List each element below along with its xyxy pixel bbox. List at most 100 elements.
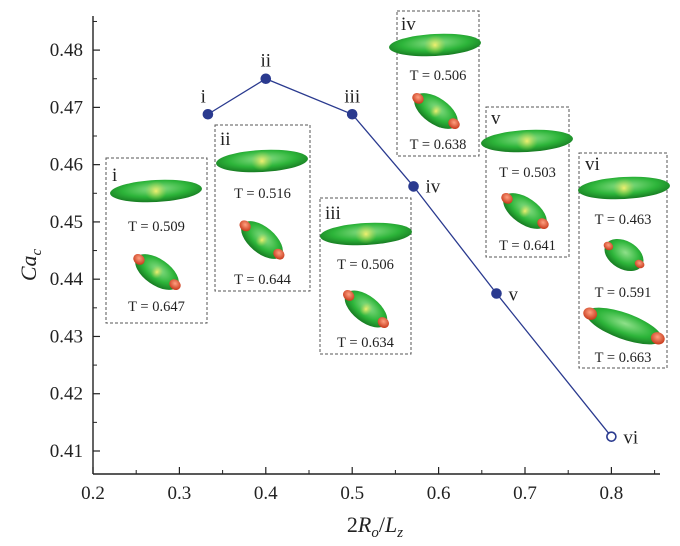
droplet: [320, 222, 412, 246]
droplet-tip: [343, 290, 355, 301]
data-point: [202, 108, 214, 120]
inset-t-value: T = 0.644: [234, 272, 291, 288]
inset-t-value: T = 0.663: [595, 350, 652, 366]
point-label: v: [508, 285, 518, 306]
droplet-body: [586, 307, 662, 345]
droplet-tip: [377, 317, 389, 328]
droplet: [110, 179, 202, 203]
inset-i: i T = 0.509 T = 0.647: [105, 157, 208, 324]
droplet-tip: [169, 279, 181, 290]
y-tick-label: 0.43: [50, 326, 83, 347]
point-label: vi: [623, 428, 638, 449]
droplet: [583, 307, 665, 345]
inset-label: v: [491, 108, 501, 129]
inset-t-value: T = 0.509: [128, 219, 185, 235]
inset-t-value: T = 0.506: [410, 68, 467, 84]
x-tick-label: 0.4: [254, 483, 278, 504]
inset-t-value: T = 0.641: [499, 238, 556, 254]
droplet: [239, 220, 285, 260]
x-tick-label: 0.7: [513, 483, 537, 504]
droplet-core: [150, 265, 164, 279]
inset-ii: ii T = 0.516 T = 0.644: [214, 124, 311, 292]
droplet-core: [355, 223, 377, 245]
inset-box: [485, 106, 570, 258]
y-tick-label: 0.47: [50, 97, 83, 118]
droplet-tip: [583, 307, 598, 320]
point-label: iv: [426, 176, 441, 197]
droplet-core: [251, 150, 273, 172]
droplet-tip: [501, 193, 513, 204]
inset-t-value: T = 0.591: [595, 285, 652, 301]
droplet: [481, 129, 573, 153]
droplet-tip: [603, 241, 614, 251]
droplet-body: [604, 238, 644, 272]
droplet: [133, 254, 181, 290]
droplet: [578, 176, 670, 200]
inset-iii: iii T = 0.506 T = 0.634: [319, 197, 412, 355]
inset-t-value: T = 0.647: [128, 299, 185, 315]
y-tick-label: 0.45: [50, 212, 83, 233]
inset-t-value: T = 0.463: [595, 212, 652, 228]
inset-label: ii: [220, 129, 231, 150]
droplet: [412, 93, 460, 129]
axes: 0.2 0.3 0.4 0.5 0.6 0.7 0.8 0.41 0.42 0.43 0.44 0.4…: [50, 16, 660, 504]
droplet-tip: [239, 220, 251, 232]
inset-t-value: T = 0.516: [234, 186, 291, 202]
inset-label: i: [112, 165, 117, 186]
inset-t-value: T = 0.638: [410, 137, 467, 153]
x-tick-label: 0.8: [600, 483, 624, 504]
point-label: iii: [344, 86, 360, 107]
droplet: [603, 238, 645, 272]
droplet: [216, 149, 308, 173]
droplet: [389, 33, 481, 57]
data-point: [606, 431, 617, 442]
inset-label: vi: [585, 154, 600, 175]
y-tick-label: 0.46: [50, 155, 83, 176]
y-tick-label: 0.44: [50, 269, 84, 290]
inset-vi: vi T = 0.463 T = 0.591 T = 0.663: [578, 152, 670, 369]
inset-t-value: T = 0.506: [337, 257, 394, 273]
inset-t-value: T = 0.503: [499, 165, 556, 181]
y-tick-label: 0.41: [50, 441, 83, 462]
y-tick-label: 0.42: [50, 384, 83, 405]
x-tick-label: 0.6: [427, 483, 451, 504]
droplet-tip: [412, 93, 424, 104]
x-tick-label: 0.5: [340, 483, 364, 504]
data-point: [491, 288, 502, 299]
droplet-tip: [634, 259, 645, 269]
y-tick-label: 0.48: [50, 40, 83, 61]
data-point: [346, 108, 358, 120]
point-label: i: [201, 86, 206, 107]
inset-v: v T = 0.503 T = 0.641: [481, 106, 573, 258]
droplet: [343, 290, 389, 328]
inset-label: iv: [401, 14, 416, 35]
droplet-core: [516, 130, 538, 152]
droplet-tip: [537, 218, 549, 229]
inset-iv: iv T = 0.506 T = 0.638: [389, 10, 481, 157]
droplet: [501, 193, 549, 229]
x-axis-label: 2Ro/Lz: [347, 512, 403, 541]
droplet-tip: [448, 118, 460, 129]
droplet-core: [429, 104, 443, 118]
x-tick-label: 0.3: [168, 483, 192, 504]
x-tick-label: 0.2: [81, 483, 105, 504]
droplet-core: [613, 177, 635, 199]
droplet-core: [145, 180, 167, 202]
inset-t-value: T = 0.634: [337, 335, 394, 351]
droplet-core: [359, 302, 373, 316]
y-axis-label: Cac: [16, 248, 45, 281]
droplet-core: [255, 233, 269, 247]
droplet-tip: [273, 248, 285, 260]
point-label: ii: [261, 51, 272, 72]
inset-label: iii: [325, 203, 341, 224]
droplet-core: [424, 34, 446, 56]
droplet-tip: [650, 332, 665, 345]
data-point: [408, 181, 419, 192]
series-line: [207, 78, 612, 438]
droplet-tip: [133, 254, 145, 265]
data-point: [260, 73, 272, 85]
droplet-core: [518, 204, 532, 218]
